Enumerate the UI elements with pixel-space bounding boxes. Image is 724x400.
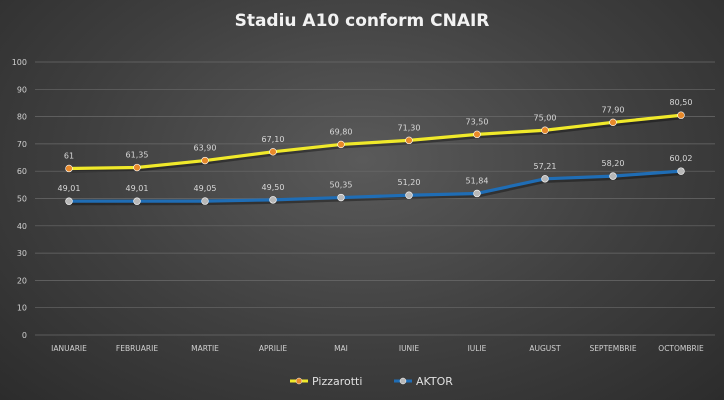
data-label: 63,90 bbox=[194, 144, 217, 153]
y-tick-label: 100 bbox=[12, 58, 27, 67]
data-point bbox=[405, 136, 413, 145]
x-tick-label: IULIE bbox=[468, 344, 487, 353]
x-tick-label: APRILIE bbox=[259, 344, 287, 353]
data-point bbox=[473, 130, 481, 139]
data-point bbox=[133, 163, 141, 172]
x-tick-label: AUGUST bbox=[529, 344, 561, 353]
legend-item-pizzarotti: Pizzarotti bbox=[290, 375, 362, 388]
x-tick-label: SEPTEMBRIE bbox=[589, 344, 636, 353]
y-tick-label: 20 bbox=[17, 276, 27, 285]
data-label: 69,80 bbox=[330, 127, 353, 136]
series-line-shadow bbox=[70, 171, 683, 206]
data-label: 61 bbox=[64, 151, 74, 160]
data-label: 61,35 bbox=[126, 151, 149, 160]
data-label: 77,90 bbox=[602, 105, 625, 114]
data-point bbox=[473, 189, 481, 198]
data-point bbox=[609, 118, 617, 127]
data-point bbox=[201, 156, 209, 165]
data-label: 51,84 bbox=[466, 176, 489, 185]
data-label: 49,05 bbox=[194, 184, 217, 193]
x-tick-label: OCTOMBRIE bbox=[658, 344, 704, 353]
legend-item-aktor: AKTOR bbox=[394, 375, 453, 388]
y-tick-label: 40 bbox=[17, 222, 27, 231]
data-point bbox=[269, 148, 277, 156]
y-tick-label: 30 bbox=[17, 249, 27, 258]
data-label: 60,02 bbox=[670, 154, 693, 163]
data-point bbox=[201, 197, 209, 205]
data-label: 51,20 bbox=[398, 178, 421, 187]
x-axis: IANUARIE FEBRUARIE MARTIE APRILIE MAI IUNIE IU… bbox=[51, 344, 704, 353]
series-line-shadow bbox=[69, 115, 683, 173]
data-label: 75,00 bbox=[534, 113, 557, 122]
series-line bbox=[68, 113, 682, 171]
y-tick-label: 50 bbox=[17, 195, 27, 204]
y-tick-label: 60 bbox=[17, 167, 27, 176]
x-tick-label: IANUARIE bbox=[51, 344, 87, 353]
data-label: 49,50 bbox=[262, 183, 285, 192]
data-label: 50,35 bbox=[330, 181, 353, 190]
data-point bbox=[337, 193, 345, 202]
x-tick-label: IUNIE bbox=[399, 344, 420, 353]
legend-swatch-marker bbox=[399, 377, 407, 385]
data-label: 57,21 bbox=[534, 162, 557, 171]
data-label: 80,50 bbox=[670, 98, 693, 107]
y-tick-label: 90 bbox=[17, 85, 27, 94]
data-point bbox=[133, 197, 141, 205]
series-pizzarotti: 61 61,35 63,90 67,10 69,80 71,30 73,50 75,00 77,… bbox=[64, 98, 693, 173]
data-label: 71,30 bbox=[398, 123, 421, 132]
data-point bbox=[541, 126, 549, 134]
data-point bbox=[609, 172, 617, 180]
x-tick-label: MAI bbox=[334, 344, 348, 353]
x-tick-label: MARTIE bbox=[191, 344, 219, 353]
y-tick-label: 0 bbox=[22, 331, 27, 340]
legend-label: AKTOR bbox=[416, 375, 453, 388]
series-aktor: 49,01 49,01 49,05 49,50 50,35 51,20 51,84 57,21… bbox=[58, 154, 693, 206]
y-tick-label: 10 bbox=[17, 304, 27, 313]
legend: Pizzarotti AKTOR bbox=[290, 375, 453, 388]
series-layer: 61 61,35 63,90 67,10 69,80 71,30 73,50 75,00 77,… bbox=[58, 98, 693, 206]
data-point bbox=[65, 164, 73, 173]
data-point bbox=[677, 167, 685, 175]
data-point bbox=[269, 196, 277, 204]
y-tick-label: 70 bbox=[17, 140, 27, 149]
data-label: 67,10 bbox=[262, 135, 285, 144]
data-point bbox=[65, 197, 73, 205]
y-tick-label: 80 bbox=[17, 113, 27, 122]
legend-label: Pizzarotti bbox=[312, 375, 362, 388]
grid-lines bbox=[35, 61, 715, 336]
chart-title: Stadiu A10 conform CNAIR bbox=[235, 11, 490, 31]
data-point bbox=[337, 140, 345, 149]
data-label: 73,50 bbox=[466, 117, 489, 126]
x-tick-label: FEBRUARIE bbox=[116, 344, 158, 353]
data-label: 49,01 bbox=[126, 184, 149, 193]
y-axis: 0 10 20 30 40 50 60 70 80 90 100 bbox=[12, 58, 27, 340]
data-point bbox=[541, 175, 549, 183]
legend-swatch-marker bbox=[295, 377, 303, 385]
data-label: 58,20 bbox=[602, 159, 625, 168]
data-point bbox=[405, 191, 413, 199]
data-point bbox=[677, 111, 685, 119]
series-line bbox=[69, 169, 682, 203]
data-label: 49,01 bbox=[58, 184, 81, 193]
